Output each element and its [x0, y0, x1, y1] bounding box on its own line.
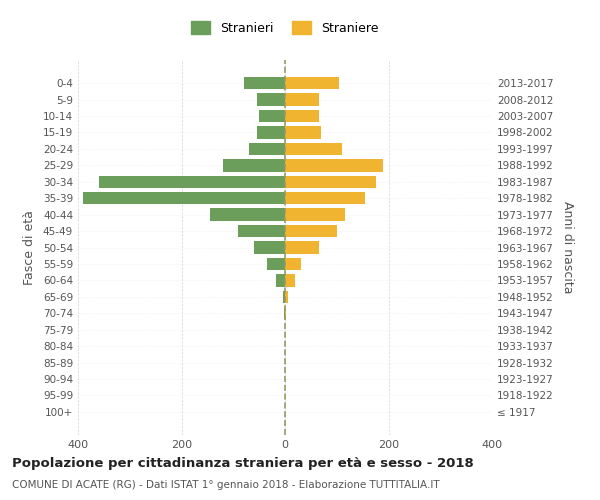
Bar — [249, 143, 285, 155]
Bar — [259, 110, 285, 122]
Bar — [285, 274, 295, 286]
Bar — [238, 225, 285, 237]
Bar — [285, 290, 287, 303]
Bar — [285, 77, 340, 90]
Y-axis label: Fasce di età: Fasce di età — [23, 210, 36, 285]
Bar — [244, 77, 285, 90]
Bar — [285, 258, 301, 270]
Text: COMUNE DI ACATE (RG) - Dati ISTAT 1° gennaio 2018 - Elaborazione TUTTITALIA.IT: COMUNE DI ACATE (RG) - Dati ISTAT 1° gen… — [12, 480, 440, 490]
Bar — [257, 126, 285, 138]
Bar — [285, 126, 321, 138]
Bar — [284, 307, 285, 320]
Bar — [285, 225, 337, 237]
Bar — [210, 208, 285, 221]
Bar — [285, 143, 342, 155]
Y-axis label: Anni di nascita: Anni di nascita — [560, 201, 574, 294]
Bar — [285, 242, 319, 254]
Bar — [223, 159, 285, 172]
Bar — [254, 242, 285, 254]
Bar — [267, 258, 285, 270]
Bar — [257, 94, 285, 106]
Bar — [285, 192, 365, 204]
Bar — [285, 307, 286, 320]
Legend: Stranieri, Straniere: Stranieri, Straniere — [188, 18, 382, 38]
Bar — [285, 159, 383, 172]
Bar — [283, 290, 285, 303]
Bar — [83, 192, 285, 204]
Bar — [285, 208, 344, 221]
Bar — [285, 176, 376, 188]
Bar — [275, 274, 285, 286]
Text: Popolazione per cittadinanza straniera per età e sesso - 2018: Popolazione per cittadinanza straniera p… — [12, 458, 474, 470]
Bar — [285, 94, 319, 106]
Bar — [99, 176, 285, 188]
Bar — [285, 110, 319, 122]
